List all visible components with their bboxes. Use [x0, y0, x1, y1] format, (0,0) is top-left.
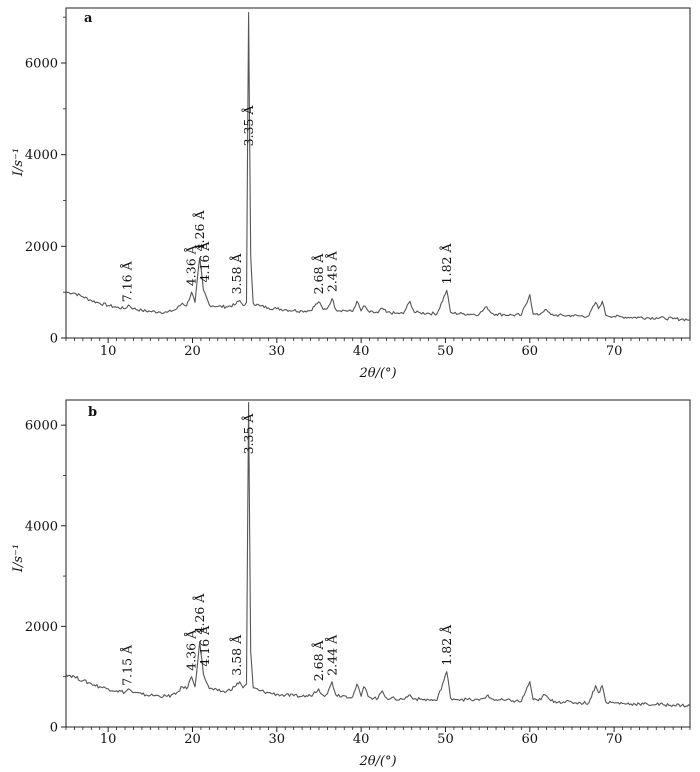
y-tick-label-a-2000: 2000	[25, 240, 58, 255]
y-tick-label-a-6000: 6000	[25, 57, 58, 72]
peak-label-a-0: 7.16 Å	[120, 260, 135, 302]
peak-label-a-3: 4.16 Å	[197, 241, 212, 283]
x-tick-label-b-50: 50	[437, 732, 454, 747]
y-axis-title-a: I/s⁻¹	[11, 148, 26, 177]
peak-label-a-7: 2.45 Å	[324, 250, 339, 292]
y-tick-label-a-0: 0	[50, 332, 58, 347]
x-tick-label-b-70: 70	[606, 732, 623, 747]
peak-label-a-5: 3.35 Å	[241, 105, 256, 147]
x-tick-label-b-40: 40	[353, 732, 370, 747]
xrd-series-line-a	[65, 12, 691, 322]
y-axis-title-b: I/s⁻¹	[11, 544, 26, 573]
panel-letter-a: a	[84, 11, 93, 26]
x-tick-label-a-70: 70	[606, 344, 623, 359]
y-tick-label-b-2000: 2000	[25, 620, 58, 635]
x-tick-label-a-10: 10	[100, 344, 117, 359]
plot-frame-b	[65, 399, 691, 728]
panel-letter-b: b	[88, 405, 97, 420]
x-tick-label-b-20: 20	[184, 732, 201, 747]
chart-panel-b: 10 20 30 40 50 60 70 0 2000 4000 6000 2θ/(°) I/s⁻¹ b 7…	[0, 388, 700, 772]
x-tick-label-b-60: 60	[522, 732, 539, 747]
chart-panel-a: 10 20 30 40 50 60 70 0 2000 4000 6000 2θ/(°) I/s⁻¹ a 7…	[0, 0, 700, 385]
peak-label-a-1: 4.36 Å	[184, 244, 199, 286]
peak-label-a-2: 4.26 Å	[192, 210, 207, 252]
peak-label-b-8: 1.82 Å	[439, 624, 454, 666]
peak-label-b-7: 2.44 Å	[324, 634, 339, 676]
peak-label-a-6: 2.68 Å	[311, 253, 326, 295]
peak-label-b-0: 7.15 Å	[120, 644, 135, 686]
chart-a-svg: 10 20 30 40 50 60 70 0 2000 4000 6000 2θ/(°) I/s⁻¹ a 7…	[11, 7, 691, 381]
peak-label-b-1: 4.36 Å	[184, 629, 199, 671]
peak-label-b-6: 2.68 Å	[311, 639, 326, 681]
x-tick-label-a-20: 20	[184, 344, 201, 359]
peak-label-b-2: 4.26 Å	[192, 593, 207, 635]
peak-label-b-5: 3.35 Å	[241, 413, 256, 455]
plot-frame-a	[65, 7, 691, 339]
x-tick-label-a-40: 40	[353, 344, 370, 359]
x-tick-label-a-60: 60	[522, 344, 539, 359]
chart-b-svg: 10 20 30 40 50 60 70 0 2000 4000 6000 2θ/(°) I/s⁻¹ b 7…	[11, 399, 691, 769]
peak-label-a-8: 1.82 Å	[439, 243, 454, 285]
x-tick-label-b-30: 30	[269, 732, 286, 747]
xrd-series-line-b	[65, 401, 691, 708]
y-tick-label-b-4000: 4000	[25, 519, 58, 534]
peak-label-b-3: 4.16 Å	[197, 625, 212, 667]
peak-label-a-4: 3.58 Å	[229, 253, 244, 295]
y-tick-label-b-0: 0	[50, 721, 58, 736]
x-tick-label-a-30: 30	[269, 344, 286, 359]
x-tick-label-b-10: 10	[100, 732, 117, 747]
x-axis-title-a: 2θ/(°)	[358, 366, 396, 381]
y-tick-label-b-6000: 6000	[25, 419, 58, 434]
y-tick-label-a-4000: 4000	[25, 148, 58, 163]
peak-label-b-4: 3.58 Å	[229, 634, 244, 676]
x-tick-label-a-50: 50	[437, 344, 454, 359]
x-axis-title-b: 2θ/(°)	[358, 754, 396, 769]
